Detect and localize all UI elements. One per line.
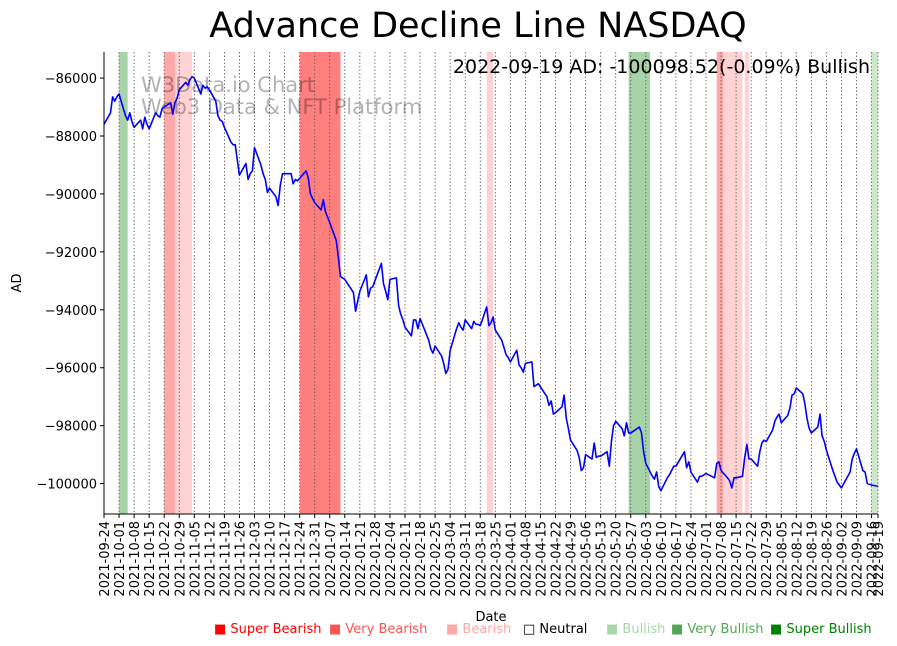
x-tick-label: 2022-01-07 [324, 521, 339, 597]
x-tick-label: 2022-05-13 [595, 521, 610, 597]
band-very-bearish [716, 52, 724, 514]
x-tick-label: 2022-04-22 [550, 521, 565, 597]
x-tick-label: 2022-05-06 [580, 521, 595, 597]
x-tick-label: 2022-04-01 [504, 521, 519, 597]
x-tick-label: 2022-08-05 [775, 521, 790, 597]
x-tick-label: 2021-10-29 [173, 521, 188, 597]
x-tick-label: 2021-11-19 [218, 521, 233, 597]
band-very-bearish [164, 52, 175, 514]
y-tick-label: −88000 [45, 130, 97, 145]
x-tick-label: 2022-02-04 [384, 521, 399, 597]
y-tick-label: −94000 [45, 304, 97, 319]
y-tick-label: −92000 [45, 246, 97, 261]
legend-item-very-bearish: ■ Very Bearish [329, 622, 427, 637]
x-tick-label: 2022-06-17 [670, 521, 685, 597]
chart-title: Advance Decline Line NASDAQ [209, 6, 746, 46]
band-super-bearish [299, 52, 341, 514]
x-tick-label: 2022-02-11 [399, 521, 414, 597]
x-tick-label: 2021-12-10 [264, 521, 279, 597]
watermark-line-2: Web3 Data & NFT Platform [141, 95, 422, 119]
x-tick-label: 2022-09-02 [835, 521, 850, 597]
x-tick-label: 2021-11-05 [188, 521, 203, 597]
x-tick-label: 2022-09-16 [866, 521, 881, 597]
legend-item-very-bullish: ■ Very Bullish [671, 622, 763, 637]
y-tick-label: −90000 [45, 188, 97, 203]
x-tick-label: 2022-03-18 [474, 521, 489, 597]
x-tick-label: 2022-07-08 [715, 521, 730, 597]
x-axis-ticks: 2021-09-24 2021-10-01 2021-10-08 2021-10-15… [98, 514, 887, 597]
x-tick-label: 2022-03-04 [444, 521, 459, 597]
x-tick-label: 2022-07-15 [730, 521, 745, 597]
latest-value-annotation: 2022-09-19 AD: -100098.52(-0.09%) Bullis… [453, 56, 870, 78]
x-tick-label: 2022-06-24 [685, 521, 700, 597]
legend-item-bearish: ■ Bearish [446, 622, 511, 637]
legend-item-bullish: ■ Bullish [606, 622, 665, 637]
x-tick-label: 2021-12-24 [294, 521, 309, 597]
x-tick-label: 2021-12-03 [249, 521, 264, 597]
band-very-bullish [119, 52, 128, 514]
x-tick-label: 2021-10-15 [143, 521, 158, 597]
y-tick-label: −100000 [36, 478, 97, 493]
x-tick-label: 2021-10-22 [158, 521, 173, 597]
x-tick-label: 2022-04-29 [565, 521, 580, 597]
x-axis-label: Date [475, 610, 506, 625]
legend-item-super-bullish: ■ Super Bullish [770, 622, 872, 637]
x-tick-label: 2022-06-10 [655, 521, 670, 597]
x-tick-label: 2022-05-20 [610, 521, 625, 597]
x-tick-label: 2022-06-03 [640, 521, 655, 597]
x-tick-label: 2022-04-08 [519, 521, 534, 597]
x-tick-label: 2022-07-22 [745, 521, 760, 597]
vertical-gridlines [103, 52, 879, 514]
series-layer [103, 75, 879, 492]
y-tick-label: −98000 [45, 420, 97, 435]
band-bearish [486, 52, 494, 514]
x-tick-label: 2022-09-19 [872, 521, 887, 597]
x-tick-label: 2022-05-27 [625, 521, 640, 597]
x-tick-label: 2022-07-01 [700, 521, 715, 597]
legend-item-super-bearish: ■ Super Bearish [214, 622, 322, 637]
band-bearish [723, 52, 743, 514]
watermark: W3Data.io Chart Web3 Data & NFT Platform [141, 73, 422, 119]
x-tick-label: 2022-04-15 [534, 521, 549, 597]
legend: ■ Super Bearish ■ Very Bearish ■ Bearish □ … [214, 622, 872, 637]
x-tick-label: 2022-02-25 [429, 521, 444, 597]
x-tick-label: 2021-10-01 [113, 521, 128, 597]
y-tick-label: −86000 [45, 72, 97, 87]
x-tick-label: 2022-08-12 [790, 521, 805, 597]
y-axis-label: AD [10, 274, 25, 293]
watermark-line-1: W3Data.io Chart [141, 73, 315, 97]
x-tick-label: 2022-03-11 [459, 521, 474, 597]
x-tick-label: 2022-08-26 [820, 521, 835, 597]
x-tick-label: 2022-01-14 [339, 521, 354, 597]
x-tick-label: 2022-07-29 [760, 521, 775, 597]
band-bullish [871, 52, 878, 514]
x-tick-label: 2022-03-25 [489, 521, 504, 597]
y-axis-ticks: −86000 −88000 −90000 −92000 −94000 −96000 −980… [36, 72, 104, 493]
x-tick-label: 2022-02-18 [414, 521, 429, 597]
x-tick-label: 2021-11-12 [203, 521, 218, 597]
x-tick-label: 2021-12-17 [279, 521, 294, 597]
y-tick-label: −96000 [45, 362, 97, 377]
x-tick-label: 2021-12-31 [309, 521, 324, 597]
x-tick-label: 2022-09-09 [851, 521, 866, 597]
band-very-bullish [628, 52, 651, 514]
x-tick-label: 2022-01-28 [369, 521, 384, 597]
x-tick-label: 2021-11-26 [233, 521, 248, 597]
x-tick-label: 2021-10-08 [128, 521, 143, 597]
sentiment-bands [119, 52, 878, 514]
x-tick-label: 2022-08-19 [805, 521, 820, 597]
band-bearish [174, 52, 193, 514]
ad-line [103, 75, 879, 492]
x-tick-label: 2022-01-21 [354, 521, 369, 597]
legend-item-neutral: □ Neutral [523, 622, 587, 637]
band-bearish [744, 52, 749, 514]
x-tick-label: 2021-09-24 [98, 521, 113, 597]
